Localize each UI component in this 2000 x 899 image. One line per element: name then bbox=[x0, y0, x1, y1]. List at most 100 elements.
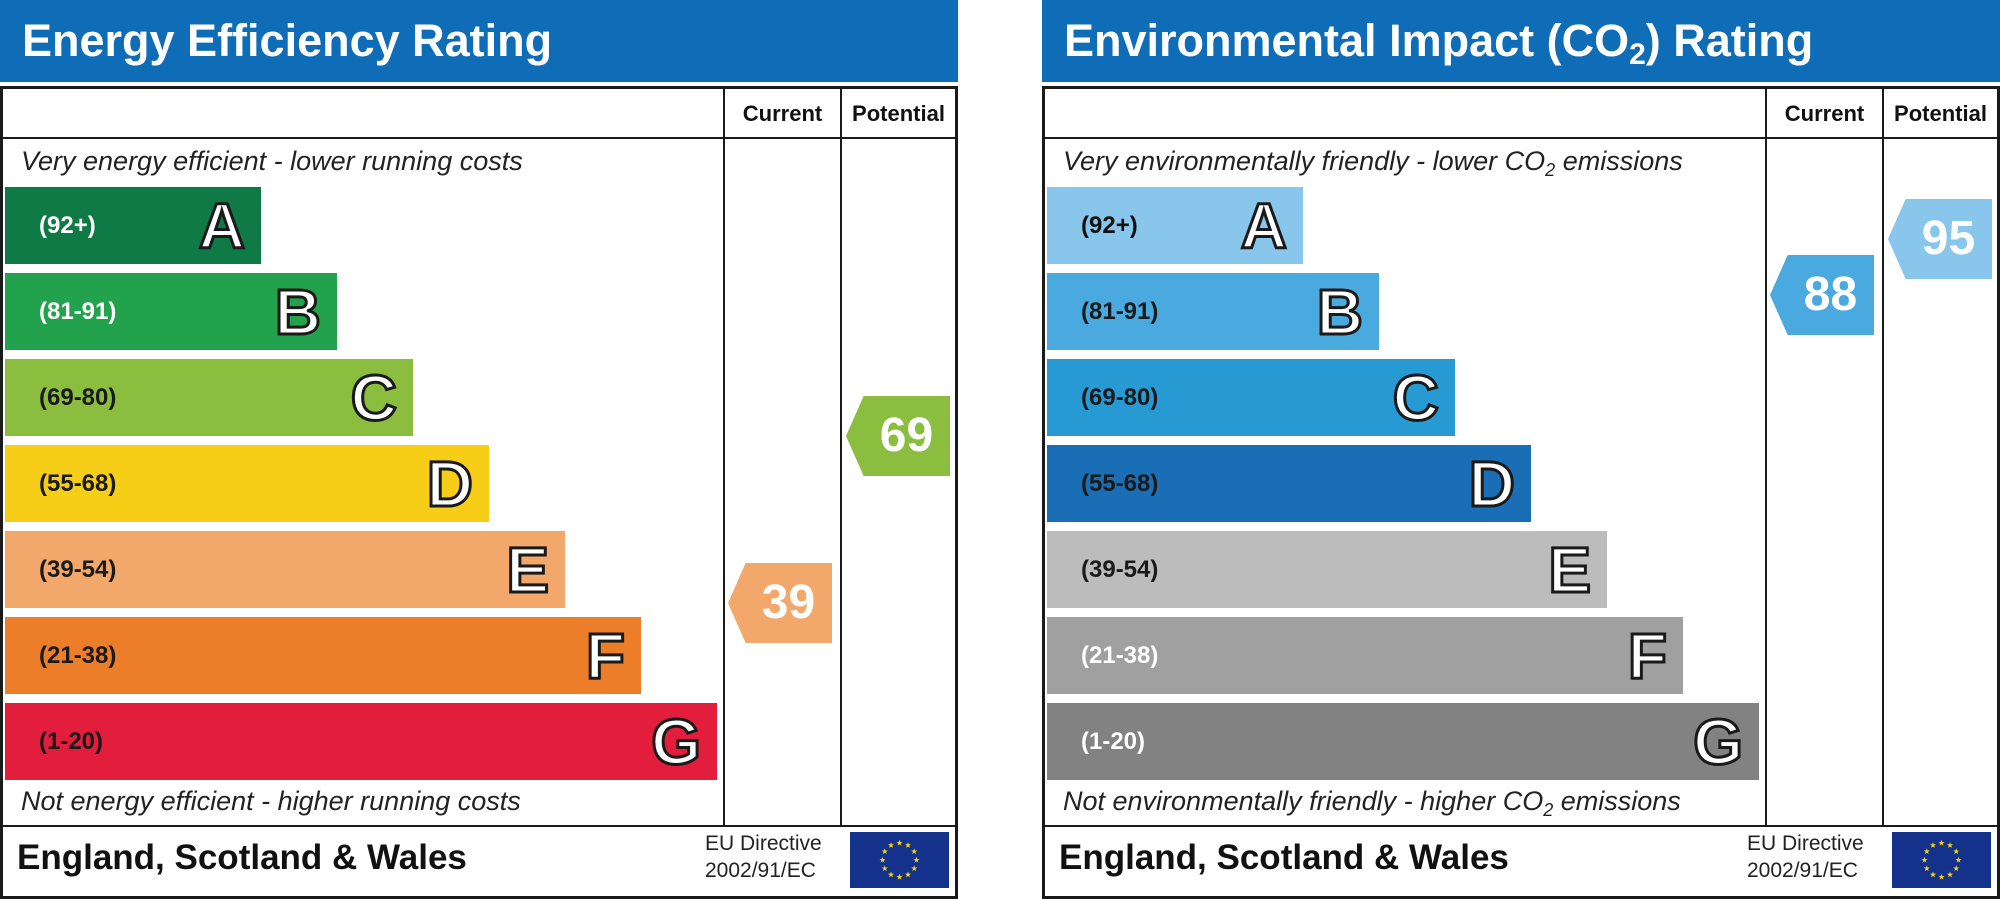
eu-star bbox=[887, 871, 895, 878]
eu-star bbox=[879, 856, 886, 863]
eu-star bbox=[904, 871, 912, 878]
band-letter: F bbox=[1626, 619, 1668, 694]
bottom-efficiency-note: Not energy efficient - higher running co… bbox=[21, 786, 521, 816]
current-rating-value: 39 bbox=[761, 576, 816, 629]
energy-efficiency-frame: Current Potential Very energy efficient … bbox=[0, 86, 958, 899]
eu-star bbox=[1929, 842, 1937, 848]
potential-column-header: Potential bbox=[1894, 101, 1987, 126]
band-range-label: (39-54) bbox=[1081, 556, 1159, 583]
band-range-label: (69-80) bbox=[39, 384, 117, 411]
environmental-impact-title: Environmental Impact (CO2) Rating bbox=[1042, 0, 2000, 82]
potential-column-header: Potential bbox=[852, 101, 945, 126]
eu-star bbox=[1953, 848, 1960, 855]
directive-line-2: 2002/91/EC bbox=[705, 859, 816, 882]
current-rating-arrow: 39 bbox=[728, 563, 832, 643]
current-column-divider bbox=[1765, 89, 1767, 827]
footer-country: England, Scotland & Wales bbox=[1059, 838, 1509, 877]
potential-rating-arrow: 95 bbox=[1888, 199, 1992, 279]
energy-efficiency-title: Energy Efficiency Rating bbox=[0, 0, 958, 82]
potential-rating-value: 69 bbox=[879, 409, 934, 462]
footer-divider bbox=[3, 825, 955, 827]
band-letter: A bbox=[197, 189, 246, 264]
footer-directive: EU Directive 2002/91/EC bbox=[1747, 830, 1864, 886]
eu-star bbox=[1953, 865, 1960, 872]
potential-column-divider bbox=[1882, 89, 1884, 827]
rating-band-g: (1-20) G bbox=[5, 703, 717, 780]
current-column-header: Current bbox=[1784, 101, 1865, 126]
band-range-label: (92+) bbox=[39, 212, 96, 239]
band-letter: G bbox=[1692, 705, 1745, 780]
potential-rating-arrow: 69 bbox=[846, 396, 950, 476]
eu-star bbox=[1938, 839, 1945, 846]
footer-directive: EU Directive 2002/91/EC bbox=[705, 830, 822, 886]
band-range-label: (55-68) bbox=[1081, 470, 1159, 497]
directive-line-1: EU Directive bbox=[1747, 832, 1864, 855]
band-range-label: (1-20) bbox=[1081, 728, 1146, 755]
eu-star bbox=[911, 865, 918, 872]
eu-star bbox=[913, 856, 920, 863]
current-rating-value: 88 bbox=[1803, 268, 1858, 321]
band-range-label: (21-38) bbox=[1081, 642, 1159, 669]
energy-efficiency-panel: Energy Efficiency Rating Current Potenti… bbox=[0, 0, 958, 899]
band-letter: E bbox=[1547, 533, 1593, 608]
rating-band-a: (92+) A bbox=[1047, 187, 1303, 264]
environmental-impact-panel: Environmental Impact (CO2) Rating Curren… bbox=[1042, 0, 2000, 899]
band-range-label: (39-54) bbox=[39, 556, 117, 583]
band-range-label: (81-91) bbox=[1081, 298, 1159, 325]
eu-flag-icon bbox=[850, 832, 949, 888]
band-range-label: (69-80) bbox=[1081, 384, 1159, 411]
rating-band-a: (92+) A bbox=[5, 187, 261, 264]
band-letter: G bbox=[650, 705, 703, 780]
band-range-label: (81-91) bbox=[39, 298, 117, 325]
environmental-impact-frame: Current Potential Very environmentally f… bbox=[1042, 86, 2000, 899]
band-letter: B bbox=[1315, 275, 1364, 350]
rating-band-g: (1-20) G bbox=[1047, 703, 1759, 780]
band-letter: F bbox=[584, 619, 626, 694]
eu-star bbox=[911, 848, 918, 855]
band-letter: C bbox=[349, 361, 398, 436]
eu-star bbox=[1923, 865, 1930, 872]
eu-star bbox=[1938, 873, 1945, 880]
top-efficiency-note: Very energy efficient - lower running co… bbox=[21, 146, 523, 176]
eu-star bbox=[1946, 842, 1954, 848]
band-letter: B bbox=[273, 275, 322, 350]
eu-star bbox=[1946, 871, 1954, 878]
rating-band-b: (81-91) B bbox=[1047, 273, 1379, 350]
band-letter: D bbox=[425, 447, 474, 522]
directive-line-1: EU Directive bbox=[705, 832, 822, 855]
rating-band-d: (55-68) D bbox=[5, 445, 489, 522]
eu-star bbox=[881, 865, 888, 872]
footer-divider bbox=[1045, 825, 1997, 827]
eu-star bbox=[1923, 848, 1930, 855]
band-range-label: (92+) bbox=[1081, 212, 1138, 239]
rating-band-c: (69-80) C bbox=[5, 359, 413, 436]
band-letter: D bbox=[1467, 447, 1516, 522]
header-divider bbox=[3, 137, 955, 139]
eu-flag-icon bbox=[1892, 832, 1991, 888]
band-range-label: (1-20) bbox=[39, 728, 104, 755]
eu-star bbox=[896, 839, 903, 846]
eu-star bbox=[904, 842, 912, 848]
rating-band-e: (39-54) E bbox=[1047, 531, 1607, 608]
band-range-label: (55-68) bbox=[39, 470, 117, 497]
footer-country: England, Scotland & Wales bbox=[17, 838, 467, 877]
rating-band-f: (21-38) F bbox=[1047, 617, 1683, 694]
rating-band-e: (39-54) E bbox=[5, 531, 565, 608]
eu-star bbox=[1955, 856, 1962, 863]
rating-band-b: (81-91) B bbox=[5, 273, 337, 350]
current-column-header: Current bbox=[742, 101, 823, 126]
band-letter: C bbox=[1391, 361, 1440, 436]
band-letter: E bbox=[505, 533, 551, 608]
rating-band-d: (55-68) D bbox=[1047, 445, 1531, 522]
band-range-label: (21-38) bbox=[39, 642, 117, 669]
bottom-environmental-note: Not environmentally friendly - higher CO… bbox=[1063, 786, 1681, 820]
eu-star bbox=[881, 848, 888, 855]
current-column-divider bbox=[723, 89, 725, 827]
rating-band-f: (21-38) F bbox=[5, 617, 641, 694]
directive-line-2: 2002/91/EC bbox=[1747, 859, 1858, 882]
potential-column-divider bbox=[840, 89, 842, 827]
eu-star bbox=[887, 842, 895, 848]
eu-star bbox=[1921, 856, 1928, 863]
current-rating-arrow: 88 bbox=[1770, 255, 1874, 335]
eu-star bbox=[1929, 871, 1937, 878]
